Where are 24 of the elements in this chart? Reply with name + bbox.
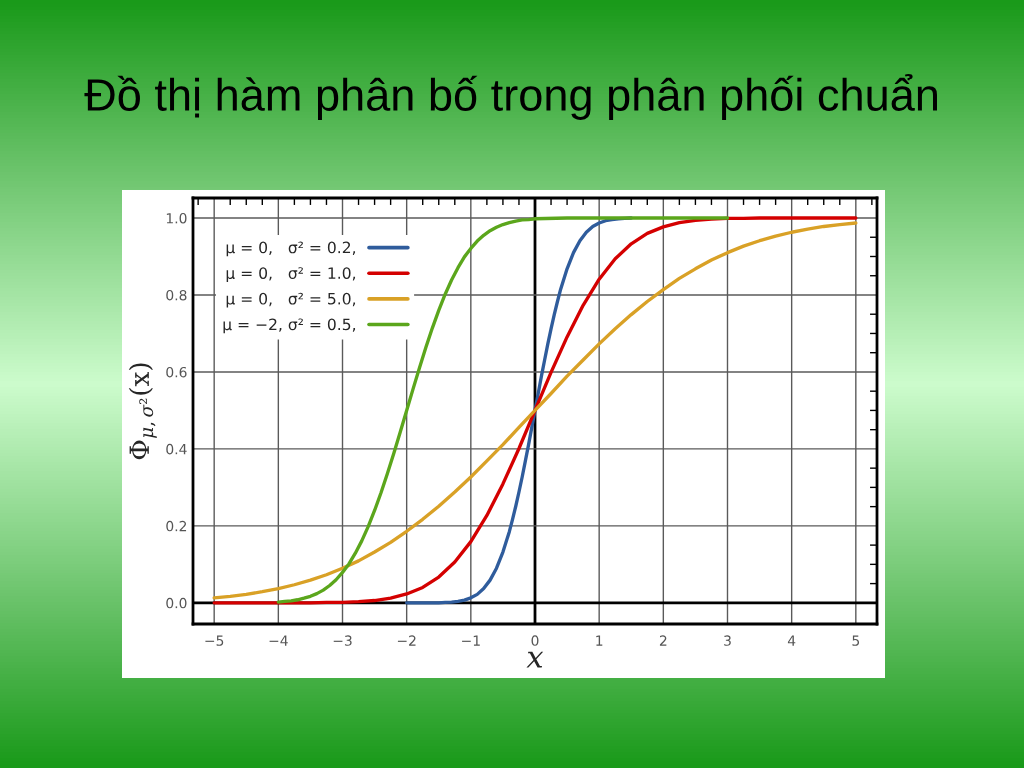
chart-title: Đồ thị hàm phân bố trong phân phối chuẩn (84, 74, 937, 120)
y-tick-label: 0.0 (166, 597, 187, 609)
legend-label: μ = −2, σ² = 0.5, (223, 318, 356, 334)
x-tick-label: −5 (205, 635, 224, 646)
y-tick-label: 1.0 (166, 212, 187, 224)
y-tick-label: 0.8 (166, 289, 187, 301)
x-tick-label: 3 (724, 635, 731, 646)
x-tick-label: 2 (659, 635, 667, 646)
legend-label: μ = 0, σ² = 1.0, (226, 267, 356, 282)
x-tick-label: −1 (462, 635, 480, 646)
y-tick-label: 0.2 (166, 520, 187, 532)
x-axis-title: x (526, 651, 544, 668)
x-tick-label: −3 (333, 635, 352, 646)
y-axis-title: Φ$_{μ,σ²}$(x) (128, 363, 157, 460)
legend-label: μ = 0, σ² = 5.0, (226, 292, 356, 308)
y-tick-label: 0.4 (166, 443, 187, 455)
x-tick-label: −2 (397, 635, 416, 646)
x-tick-label: −4 (269, 635, 288, 646)
x-tick-label: 0 (531, 635, 539, 646)
x-tick-label: 1 (596, 635, 603, 646)
x-tick-label: 5 (852, 635, 860, 646)
x-tick-label: 4 (787, 635, 796, 646)
y-tick-label: 0.6 (166, 366, 187, 378)
legend-label: μ = 0, σ² = 0.2, (226, 241, 356, 257)
